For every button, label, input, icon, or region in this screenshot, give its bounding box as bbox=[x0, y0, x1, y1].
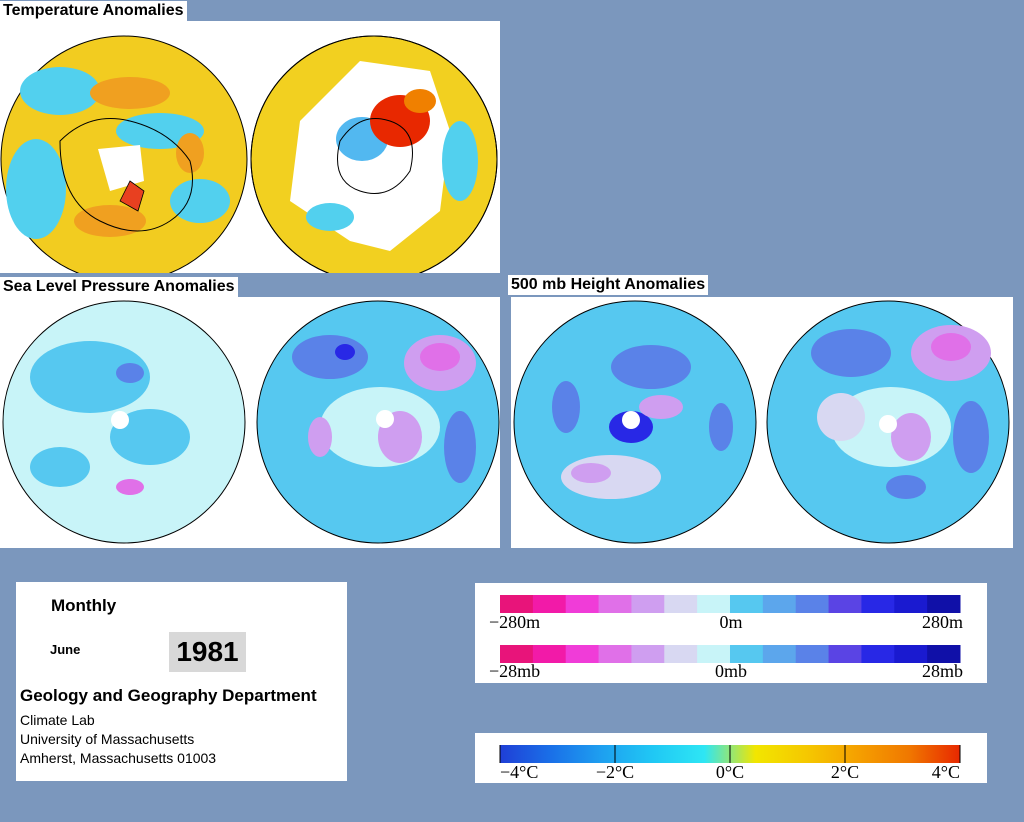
pressure-legend-swatch bbox=[730, 645, 764, 663]
height-north-hemisphere-map bbox=[513, 300, 757, 544]
slp-panel bbox=[0, 297, 500, 548]
height-legend-max: 280m bbox=[922, 612, 963, 632]
university-label: University of Massachusetts bbox=[20, 731, 195, 747]
address-label: Amherst, Massachusetts 01003 bbox=[20, 750, 217, 766]
info-panel: Monthly June 1981 Geology and Geography … bbox=[16, 582, 347, 781]
pressure-legend-swatch bbox=[697, 645, 731, 663]
pressure-legend-min: −28mb bbox=[489, 661, 540, 681]
pressure-legend-swatch bbox=[927, 645, 961, 663]
temperature-north-hemisphere-map bbox=[0, 35, 248, 273]
height-legend-swatch bbox=[598, 595, 632, 613]
height-legend-swatch bbox=[697, 595, 731, 613]
height-legend-swatch bbox=[795, 595, 830, 613]
height-legend-swatch bbox=[532, 595, 567, 613]
pressure-legend-swatch bbox=[828, 645, 862, 663]
lab-label: Climate Lab bbox=[20, 712, 95, 728]
temperature-legend-label: −4°C bbox=[500, 762, 538, 782]
pressure-legend-swatch bbox=[532, 645, 567, 663]
pressure-legend-swatch bbox=[664, 645, 698, 663]
height-legend-swatch bbox=[565, 595, 600, 613]
pressure-legend-zero: 0mb bbox=[715, 661, 747, 681]
height-legend-zero: 0m bbox=[719, 612, 742, 632]
slp-south-hemisphere-map bbox=[256, 300, 500, 544]
slp-title: Sea Level Pressure Anomalies bbox=[0, 277, 238, 297]
height-legend-swatch bbox=[762, 595, 797, 613]
pressure-legend-swatch bbox=[762, 645, 797, 663]
height-title: 500 mb Height Anomalies bbox=[508, 275, 709, 295]
period-label: Monthly bbox=[51, 596, 117, 615]
pressure-legend-swatch bbox=[631, 645, 665, 663]
height-legend-swatch bbox=[500, 595, 534, 613]
month-label: June bbox=[50, 642, 81, 657]
height-legend-swatch bbox=[828, 595, 862, 613]
temperature-maps bbox=[0, 35, 498, 273]
temperature-legend-label: 0°C bbox=[716, 762, 744, 782]
temperature-legend-label: −2°C bbox=[596, 762, 634, 782]
temperature-title: Temperature Anomalies bbox=[0, 1, 187, 21]
height-legend-swatch bbox=[894, 595, 928, 613]
slp-maps bbox=[2, 300, 500, 544]
pressure-color-bar bbox=[500, 645, 961, 663]
pressure-legend-swatch bbox=[861, 645, 895, 663]
pressure-legend-swatch bbox=[795, 645, 830, 663]
temperature-legend: −4°C −2°C 0°C 2°C 4°C bbox=[475, 733, 987, 783]
temperature-legend-label: 2°C bbox=[831, 762, 859, 782]
temperature-panel bbox=[0, 21, 500, 273]
anomaly-legend: −280m 0m 280m −28mb 0mb 28mb bbox=[475, 583, 987, 683]
pressure-legend-max: 28mb bbox=[922, 661, 963, 681]
pressure-legend-swatch bbox=[500, 645, 534, 663]
height-south-hemisphere-map bbox=[766, 300, 1010, 544]
height-legend-swatch bbox=[927, 595, 961, 613]
slp-north-hemisphere-map bbox=[2, 300, 246, 544]
temperature-legend-label: 4°C bbox=[932, 762, 960, 782]
temperature-legend-labels: −4°C −2°C 0°C 2°C 4°C bbox=[499, 745, 961, 782]
height-legend-swatch bbox=[631, 595, 665, 613]
anomaly-legend-graphic: −280m 0m 280m −28mb 0mb 28mb bbox=[489, 595, 963, 681]
height-legend-swatch bbox=[730, 595, 764, 613]
height-legend-min: −280m bbox=[489, 612, 540, 632]
temperature-legend-graphic: −4°C −2°C 0°C 2°C 4°C bbox=[499, 745, 961, 782]
height-maps bbox=[513, 300, 1010, 544]
height-legend-swatch bbox=[861, 595, 895, 613]
height-panel bbox=[511, 297, 1013, 548]
pressure-legend-swatch bbox=[598, 645, 632, 663]
pressure-legend-swatch bbox=[894, 645, 928, 663]
pressure-legend-swatch bbox=[565, 645, 600, 663]
height-legend-swatch bbox=[664, 595, 698, 613]
department-label: Geology and Geography Department bbox=[20, 686, 317, 705]
temperature-south-hemisphere-map bbox=[250, 35, 498, 273]
height-color-bar bbox=[500, 595, 961, 613]
year-label: 1981 bbox=[169, 632, 246, 672]
